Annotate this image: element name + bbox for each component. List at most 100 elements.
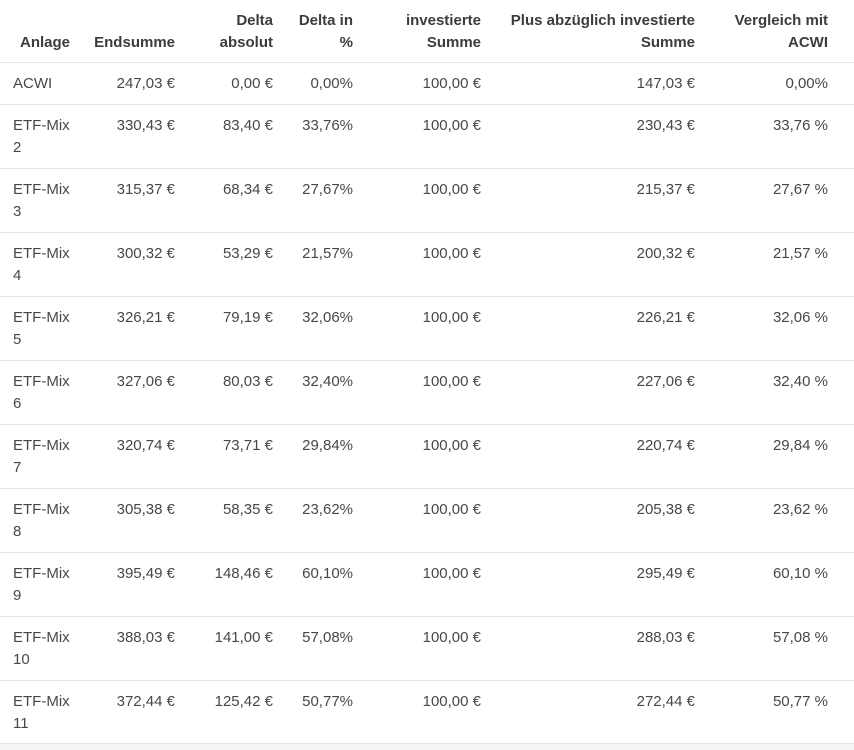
cell-delta_in_prozent: 27,67%: [273, 168, 353, 232]
table-row: ETF-Mix 2 330,43 €83,40 €33,76% 100,00 €230…: [0, 104, 854, 168]
cell-investierte_summe: 100,00 €: [353, 360, 481, 424]
cell-vergleich_mit_acwi: 27,67 %: [695, 168, 854, 232]
cell-plus_abzueglich_investierte_summe: 230,43 €: [481, 104, 695, 168]
cell-plus_abzueglich_investierte_summe: 205,38 €: [481, 488, 695, 552]
column-header-endsumme: Endsumme: [90, 0, 175, 62]
cell-delta_absolut: 0,00 €: [175, 62, 273, 104]
cell-vergleich_mit_acwi: 29,84 %: [695, 424, 854, 488]
cell-delta_absolut: 141,00 €: [175, 616, 273, 680]
cell-investierte_summe: 100,00 €: [353, 296, 481, 360]
cell-investierte_summe: 100,00 €: [353, 104, 481, 168]
column-header-anlage: Anlage: [0, 0, 90, 62]
cell-delta_absolut: 80,03 €: [175, 360, 273, 424]
column-header-label: investierte: [405, 12, 481, 29]
anlage-label-line: ACWI: [13, 75, 53, 92]
cell-vergleich_mit_acwi: 23,62 %: [695, 488, 854, 552]
cell-plus_abzueglich_investierte_summe: 220,74 €: [481, 424, 695, 488]
header-row: Anlage Endsumme Delta absolut Delta in% inves…: [0, 0, 854, 62]
anlage-label-line: 4: [13, 266, 22, 284]
cell-delta_in_prozent: 21,57%: [273, 232, 353, 296]
cell-plus_abzueglich_investierte_summe: 288,03 €: [481, 616, 695, 680]
cell-delta_absolut: 53,29 €: [175, 232, 273, 296]
cell-endsumme: 320,74 €: [90, 424, 175, 488]
cell-plus_abzueglich_investierte_summe: 272,44 €: [481, 680, 695, 744]
anlage-label-line: ETF-Mix: [13, 373, 70, 390]
cell-vergleich_mit_acwi: 32,40 %: [695, 360, 854, 424]
table-row: ACWI 247,03 €0,00 €0,00% 100,00 €147,03 €0…: [0, 62, 854, 104]
cell-anlage: ETF-Mix 9: [0, 552, 90, 616]
table-row: ETF-Mix 10 388,03 €141,00 €57,08% 100,00 €2…: [0, 616, 854, 680]
column-header-investierte_summe: investierte Summe: [353, 0, 481, 62]
cell-endsumme: 330,43 €: [90, 104, 175, 168]
cell-plus_abzueglich_investierte_summe: 226,21 €: [481, 296, 695, 360]
cell-investierte_summe: 100,00 €: [353, 232, 481, 296]
cell-delta_in_prozent: 33,76%: [273, 104, 353, 168]
cell-anlage: ETF-Mix 11: [0, 680, 90, 744]
anlage-label-line: ETF-Mix: [13, 501, 70, 518]
cell-investierte_summe: 100,00 €: [353, 552, 481, 616]
cell-endsumme: 327,06 €: [90, 360, 175, 424]
cell-endsumme: 315,37 €: [90, 168, 175, 232]
cell-investierte_summe: 100,00 €: [353, 168, 481, 232]
cell-plus_abzueglich_investierte_summe: 227,06 €: [481, 360, 695, 424]
anlage-label-line: 10: [13, 650, 30, 668]
anlage-label-line: 2: [13, 138, 22, 156]
anlage-label-line: ETF-Mix: [13, 245, 70, 262]
table-row: ETF-Mix 5 326,21 €79,19 €32,06% 100,00 €226…: [0, 296, 854, 360]
column-header-delta_absolut: Delta absolut: [175, 0, 273, 62]
anlage-label-line: 6: [13, 394, 22, 412]
cell-plus_abzueglich_investierte_summe: 200,32 €: [481, 232, 695, 296]
cell-anlage: ETF-Mix 6: [0, 360, 90, 424]
cell-anlage: ETF-Mix 5: [0, 296, 90, 360]
anlage-label-line: 11: [13, 714, 29, 732]
cell-delta_in_prozent: 29,84%: [273, 424, 353, 488]
table-row: ETF-Mix 4 300,32 €53,29 €21,57% 100,00 €200…: [0, 232, 854, 296]
anlage-label-line: 5: [13, 330, 22, 348]
column-header-label: Summe: [640, 33, 695, 51]
anlage-label-line: ETF-Mix: [13, 437, 70, 454]
table-row: ETF-Mix 11 372,44 €125,42 €50,77% 100,00 €2…: [0, 680, 854, 744]
cell-delta_in_prozent: 32,40%: [273, 360, 353, 424]
cell-endsumme: 247,03 €: [90, 62, 175, 104]
anlage-label-line: ETF-Mix: [13, 629, 70, 646]
cell-investierte_summe: 100,00 €: [353, 488, 481, 552]
column-header-plus_abzueglich_investierte_summe: Plus abzüglich investierte Summe: [481, 0, 695, 62]
cell-vergleich_mit_acwi: 50,77 %: [695, 680, 854, 744]
table-row: ETF-Mix 6 327,06 €80,03 €32,40% 100,00 €227…: [0, 360, 854, 424]
cell-delta_absolut: 73,71 €: [175, 424, 273, 488]
cell-investierte_summe: 100,00 €: [353, 424, 481, 488]
cell-delta_absolut: 58,35 €: [175, 488, 273, 552]
cell-delta_absolut: 68,34 €: [175, 168, 273, 232]
cell-delta_in_prozent: 0,00%: [273, 62, 353, 104]
cell-delta_absolut: 79,19 €: [175, 296, 273, 360]
anlage-label-line: 7: [13, 458, 22, 476]
cell-vergleich_mit_acwi: 33,76 %: [695, 104, 854, 168]
cell-endsumme: 388,03 €: [90, 616, 175, 680]
table-row: ETF-Mix 8 305,38 €58,35 €23,62% 100,00 €205…: [0, 488, 854, 552]
column-header-label: %: [339, 33, 353, 51]
cell-endsumme: 395,49 €: [90, 552, 175, 616]
column-header-label: Vergleich mit: [734, 12, 828, 29]
cell-anlage: ETF-Mix 4: [0, 232, 90, 296]
anlage-label-line: 8: [13, 522, 22, 540]
cell-delta_in_prozent: 32,06%: [273, 296, 353, 360]
cell-endsumme: 326,21 €: [90, 296, 175, 360]
cell-plus_abzueglich_investierte_summe: 215,37 €: [481, 168, 695, 232]
cell-anlage: ETF-Mix 8: [0, 488, 90, 552]
anlage-label-line: ETF-Mix: [13, 693, 70, 710]
anlage-label-line: ETF-Mix: [13, 181, 70, 198]
cell-investierte_summe: 100,00 €: [353, 680, 481, 744]
cell-vergleich_mit_acwi: 57,08 %: [695, 616, 854, 680]
cell-delta_in_prozent: 57,08%: [273, 616, 353, 680]
cell-anlage: ETF-Mix 2: [0, 104, 90, 168]
column-header-label: Summe: [426, 33, 481, 51]
column-header-label: Plus abzüglich investierte: [510, 12, 695, 29]
column-header-label: absolut: [219, 33, 273, 51]
table-row: ETF-Mix 7 320,74 €73,71 €29,84% 100,00 €220…: [0, 424, 854, 488]
cell-investierte_summe: 100,00 €: [353, 616, 481, 680]
cell-delta_absolut: 83,40 €: [175, 104, 273, 168]
cell-plus_abzueglich_investierte_summe: 295,49 €: [481, 552, 695, 616]
column-header-label: Anlage: [19, 33, 70, 51]
